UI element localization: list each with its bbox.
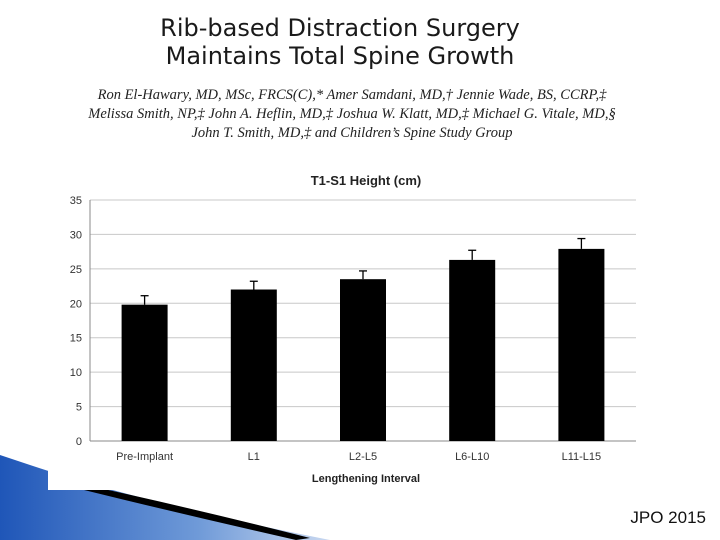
bar bbox=[340, 279, 386, 441]
title-line-2: Maintains Total Spine Growth bbox=[165, 42, 515, 70]
y-tick-label: 25 bbox=[70, 264, 82, 276]
x-tick-label: L6-L10 bbox=[455, 451, 489, 463]
swoosh-blue bbox=[0, 455, 330, 540]
chart-title: T1-S1 Height (cm) bbox=[311, 173, 422, 188]
bar bbox=[121, 304, 168, 441]
y-tick-label: 5 bbox=[76, 402, 82, 414]
y-tick-label: 35 bbox=[70, 195, 82, 207]
bar bbox=[449, 259, 496, 441]
y-tick-label: 0 bbox=[76, 436, 82, 448]
title-line-1: Rib-based Distraction Surgery bbox=[160, 14, 520, 42]
y-tick-label: 30 bbox=[70, 229, 82, 241]
authors-line-1: Ron El-Hawary, MD, MSc, FRCS(C),* Amer S… bbox=[97, 87, 607, 103]
x-tick-label: L11-L15 bbox=[562, 451, 602, 463]
y-tick-label: 15 bbox=[70, 333, 82, 345]
authors-line-3: John T. Smith, MD,‡ and Children’s Spine… bbox=[191, 125, 513, 141]
bar bbox=[230, 289, 277, 441]
chart-panel: T1-S1 Height (cm) Lengthening Interval 0… bbox=[48, 160, 648, 490]
authors-line-2: Melissa Smith, NP,‡ John A. Heflin, MD,‡… bbox=[88, 106, 616, 122]
x-tick-label: L2-L5 bbox=[349, 451, 377, 463]
x-axis-label: Lengthening Interval bbox=[312, 473, 420, 485]
x-tick-label: Pre-Implant bbox=[116, 451, 173, 463]
decorative-swoosh bbox=[0, 455, 330, 540]
citation: JPO 2015 bbox=[630, 508, 706, 527]
y-tick-label: 10 bbox=[70, 367, 82, 379]
author-list: Ron El-Hawary, MD, MSc, FRCS(C),* Amer S… bbox=[22, 86, 682, 143]
y-tick-label: 20 bbox=[70, 298, 82, 310]
bar-chart: T1-S1 Height (cm) Lengthening Interval 0… bbox=[70, 173, 636, 485]
x-tick-label: L1 bbox=[248, 451, 260, 463]
slide-title: Rib-based Distraction Surgery Maintains … bbox=[0, 14, 680, 70]
swoosh-black-stroke bbox=[84, 486, 310, 540]
bar bbox=[558, 248, 605, 441]
